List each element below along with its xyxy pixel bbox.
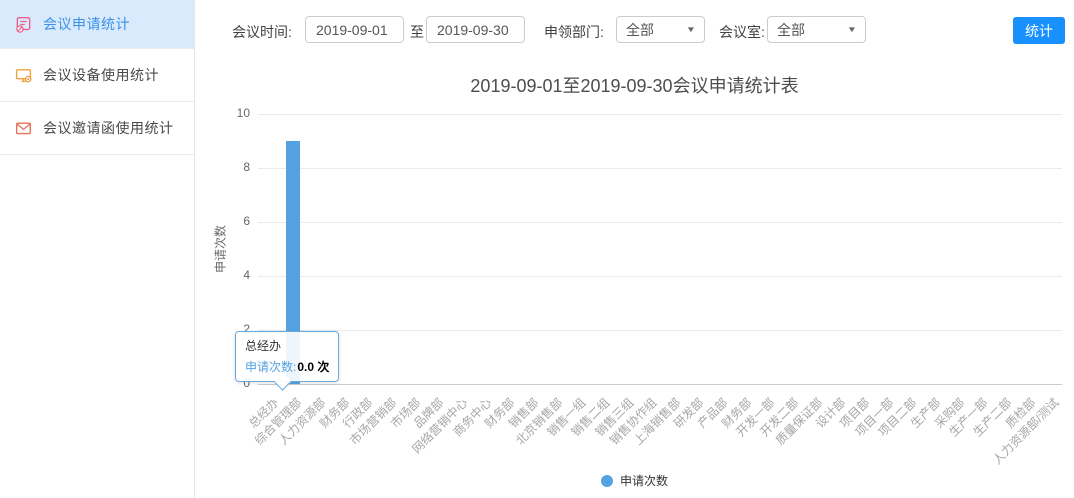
y-axis-tick-label: 4 (243, 268, 250, 282)
gridline (258, 222, 1062, 223)
tooltip-value-line: 申请次数:0.0 次 (245, 358, 329, 375)
y-axis-tick-label: 10 (236, 106, 250, 120)
gridline (258, 276, 1062, 277)
to-label: 至 (410, 24, 424, 40)
filter-toolbar: 会议时间: 至 申领部门: 全部 ▼ 会议室: 全部 ▼ 统计 (195, 0, 1074, 58)
date-from-input[interactable] (305, 16, 404, 43)
y-axis-tick-label: 2 (243, 322, 250, 336)
chevron-down-icon: ▼ (846, 25, 858, 34)
meeting-room-label: 会议室: (719, 24, 765, 40)
gridline (258, 114, 1062, 115)
meeting-apply-chart: 2019-09-01至2019-09-30会议申请统计表 申请次数 总经办 申请… (195, 60, 1074, 498)
sidebar: 会议申请统计 会议设备使用统计 会议邀请函使用统计 (0, 0, 195, 498)
gridline (258, 168, 1062, 169)
gridline (258, 330, 1062, 331)
chevron-down-icon: ▼ (685, 25, 697, 34)
tooltip-value: 0.0 次 (297, 360, 330, 374)
sidebar-item-invitation-usage-stats[interactable]: 会议邀请函使用统计 (0, 102, 194, 155)
sidebar-item-meeting-apply-stats[interactable]: 会议申请统计 (0, 0, 194, 49)
department-select[interactable]: 全部 ▼ (616, 16, 705, 43)
statistics-button[interactable]: 统计 (1013, 17, 1065, 44)
sidebar-item-label: 会议邀请函使用统计 (43, 120, 174, 136)
sidebar-item-device-usage-stats[interactable]: 会议设备使用统计 (0, 49, 194, 102)
tooltip-series-label: 申请次数: (245, 360, 297, 374)
legend-label: 申请次数 (619, 474, 668, 488)
invitation-envelope-icon (15, 120, 32, 137)
chart-tooltip: 总经办 申请次数:0.0 次 (235, 331, 340, 382)
y-axis-tick-label: 8 (243, 160, 250, 174)
x-axis-line (258, 384, 1062, 385)
clipboard-stats-icon (15, 16, 32, 33)
sidebar-item-label: 会议设备使用统计 (43, 67, 159, 83)
date-to-input[interactable] (426, 16, 525, 43)
legend-marker (600, 474, 613, 487)
sidebar-item-label: 会议申请统计 (43, 16, 130, 32)
device-monitor-icon (15, 67, 32, 84)
tooltip-category: 总经办 (245, 339, 282, 353)
y-axis-title: 申请次数 (213, 224, 228, 274)
y-axis-tick-label: 6 (243, 214, 250, 228)
meeting-room-select[interactable]: 全部 ▼ (767, 16, 866, 43)
department-select-value: 全部 (626, 21, 654, 38)
meeting-room-select-value: 全部 (777, 21, 805, 38)
legend[interactable]: 申请次数 (195, 472, 1074, 489)
department-label: 申领部门: (544, 24, 604, 40)
chart-title: 2019-09-01至2019-09-30会议申请统计表 (470, 76, 799, 96)
meeting-time-label: 会议时间: (232, 24, 292, 40)
y-axis-tick-label: 0 (243, 376, 250, 390)
bar-综合管理部[interactable] (286, 141, 301, 384)
